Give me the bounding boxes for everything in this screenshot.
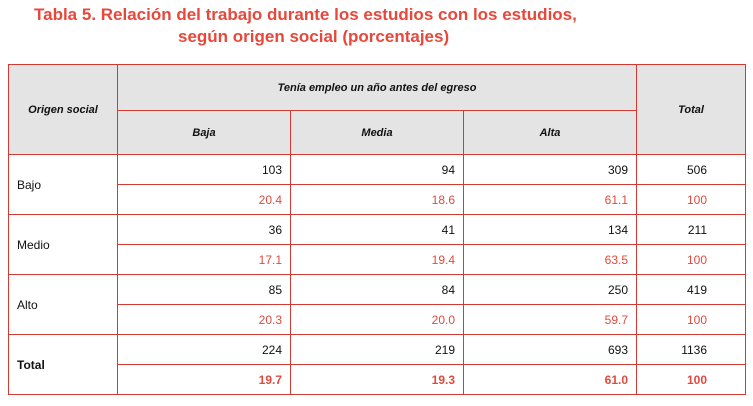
data-table: Origen social Tenía empleo un año antes … (8, 64, 747, 395)
subheader-baja: Baja (117, 110, 291, 155)
cell-count-total: 506 (636, 154, 747, 185)
cell-percent-total: 100 (636, 184, 747, 215)
title-line-1: Tabla 5. Relación del trabajo durante lo… (34, 5, 577, 24)
cell-count: 693 (462, 334, 638, 365)
cell-percent-total: 100 (636, 304, 747, 335)
table-row: Total 224 219 693 1136 (8, 334, 747, 395)
cell-percent: 63.5 (462, 244, 638, 275)
header-total: Total (636, 64, 747, 155)
cell-count: 41 (290, 214, 464, 245)
cell-count: 94 (290, 154, 464, 185)
cell-percent: 18.6 (290, 184, 464, 215)
cell-count: 85 (117, 274, 291, 305)
subheader-alta: Alta (462, 110, 638, 155)
cell-count-total: 1136 (636, 334, 747, 365)
header-origin-social: Origen social (8, 64, 118, 155)
cell-count: 84 (290, 274, 464, 305)
subheader-media: Media (290, 110, 464, 155)
cell-count: 103 (117, 154, 291, 185)
row-label-total: Total (8, 334, 118, 395)
table-row: 20.3 20.0 59.7 100 (9, 304, 747, 335)
table-row: 17.1 19.4 63.5 100 (9, 244, 747, 275)
cell-percent: 20.3 (117, 304, 291, 335)
cell-percent: 61.0 (462, 364, 638, 395)
row-label-bajo: Bajo (8, 154, 118, 215)
cell-percent-total: 100 (636, 364, 747, 395)
table-row: Bajo 103 94 309 506 (8, 154, 747, 215)
cell-percent: 20.0 (290, 304, 464, 335)
cell-percent: 19.3 (290, 364, 464, 395)
cell-count: 134 (462, 214, 638, 245)
header-employment-group: Tenía empleo un año antes del egreso (116, 64, 638, 111)
row-label-medio: Medio (8, 214, 118, 275)
table-row: Alto 85 84 250 419 (8, 274, 747, 335)
title-line-2: según origen social (porcentajes) (178, 27, 450, 46)
table-row: 20.4 18.6 61.1 100 (9, 184, 747, 215)
cell-count: 219 (290, 334, 464, 365)
cell-count-total: 419 (636, 274, 747, 305)
cell-count: 36 (117, 214, 291, 245)
cell-percent: 17.1 (117, 244, 291, 275)
table-row: 19.7 19.3 61.0 100 (9, 364, 747, 395)
cell-percent-total: 100 (636, 244, 747, 275)
row-label-alto: Alto (8, 274, 118, 335)
cell-percent: 19.4 (290, 244, 464, 275)
table-title: Tabla 5. Relación del trabajo durante lo… (0, 4, 753, 48)
table-row: Medio 36 41 134 211 (8, 214, 747, 275)
cell-count: 309 (462, 154, 638, 185)
cell-count: 250 (462, 274, 638, 305)
cell-percent: 19.7 (117, 364, 291, 395)
cell-count-total: 211 (636, 214, 747, 245)
cell-percent: 59.7 (462, 304, 638, 335)
cell-percent: 61.1 (462, 184, 638, 215)
cell-count: 224 (117, 334, 291, 365)
cell-percent: 20.4 (117, 184, 291, 215)
